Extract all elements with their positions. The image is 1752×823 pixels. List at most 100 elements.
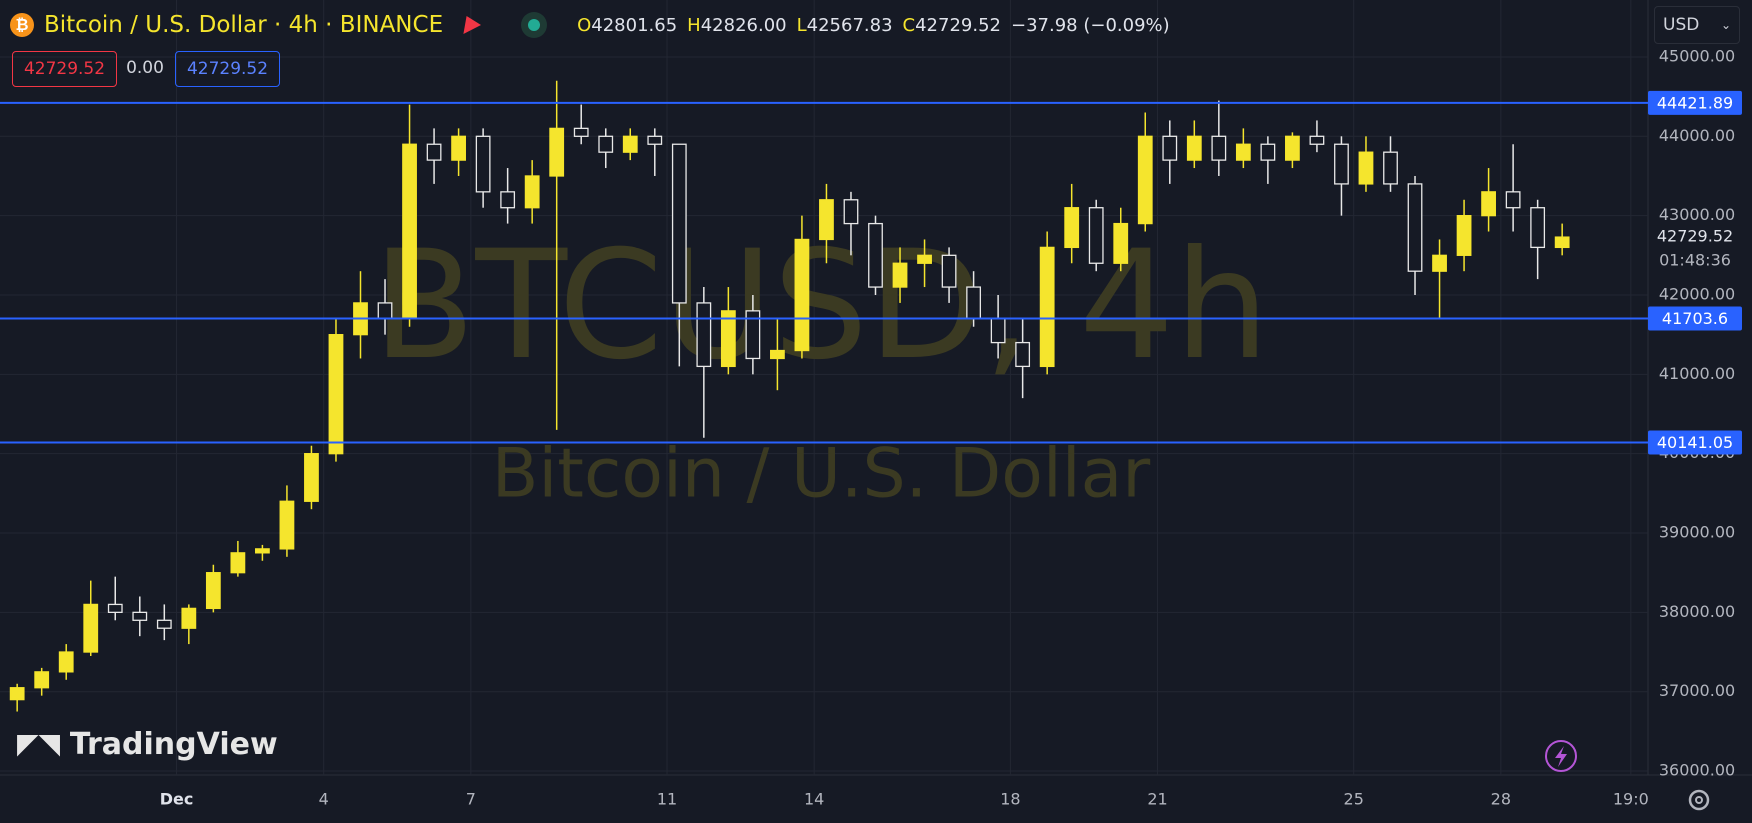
candle-body	[475, 135, 491, 193]
header: ₿ Bitcoin / U.S. Dollar · 4h · BINANCE O…	[10, 10, 1170, 40]
x-tick-label: 19:0	[1613, 790, 1649, 809]
candle-body	[9, 687, 25, 701]
candle-body	[1088, 207, 1104, 264]
logo-text: TradingView	[70, 727, 278, 762]
candle-body	[1334, 143, 1349, 185]
candle-body	[1186, 135, 1202, 161]
candle-body	[1456, 214, 1472, 256]
candle-body	[1407, 183, 1423, 272]
candle-body	[34, 671, 50, 689]
dropdown-arrow: ⌄	[1720, 18, 1731, 32]
candle-body	[377, 302, 393, 320]
settings-icon	[1695, 796, 1703, 804]
grid	[0, 0, 1648, 775]
candle-body	[451, 135, 466, 161]
candle-body	[1285, 135, 1300, 161]
candle-body	[205, 572, 221, 610]
ohlc-value: 42567.83	[806, 14, 893, 36]
candle-body	[794, 238, 810, 352]
watermark: BTCUSD, 4h	[373, 219, 1270, 393]
y-tick-label: 41000.00	[1659, 364, 1735, 383]
candle-body	[819, 199, 834, 241]
candle-body	[941, 254, 957, 288]
candle-body	[107, 603, 123, 614]
candle-body	[156, 619, 172, 629]
candle-body	[917, 254, 932, 264]
y-tick-label: 42000.00	[1659, 284, 1735, 303]
x-tick-label: 4	[319, 790, 329, 809]
logo-mark: ◤◥	[17, 727, 70, 760]
y-tick-label: 39000.00	[1659, 523, 1735, 542]
symbol-title[interactable]: Bitcoin / U.S. Dollar · 4h · BINANCE	[44, 12, 444, 38]
ohlc-value: 42729.52	[915, 14, 1001, 36]
candle-body	[1015, 341, 1031, 368]
candle-body	[720, 310, 736, 368]
candle-body	[745, 310, 761, 360]
candle-body	[426, 143, 442, 161]
candle-body	[1235, 143, 1251, 161]
candle-body	[647, 135, 663, 145]
coin-icon: ₿	[10, 13, 34, 37]
last-price: 42729.52	[1657, 227, 1733, 246]
x-tick-label: 28	[1491, 790, 1511, 809]
candle-body	[1481, 191, 1496, 217]
candle-body	[868, 222, 883, 288]
lightning-button[interactable]	[1545, 740, 1577, 772]
ohlc-legend: O42801.65 H42826.00 L42567.83 C42729.52	[577, 15, 1001, 36]
y-tick-label: 38000.00	[1659, 602, 1735, 621]
candle-body	[1554, 236, 1570, 249]
buy-button[interactable]: 42729.52	[175, 51, 280, 87]
y-tick-label: 36000.00	[1659, 761, 1735, 780]
candle-body	[1039, 246, 1055, 368]
candle-body	[328, 334, 344, 455]
market-status[interactable]	[521, 12, 548, 38]
candle-body	[770, 349, 785, 360]
candle-body	[524, 175, 540, 209]
ohlc-item: C42729.52	[903, 15, 1001, 36]
currency: USD	[1663, 15, 1700, 35]
candle-body	[1162, 135, 1178, 161]
level-label: 40141.05	[1657, 433, 1733, 452]
status-dot	[528, 19, 541, 31]
candle-body	[622, 135, 638, 153]
ohlc-label: L	[796, 14, 807, 36]
sell-button[interactable]: 42729.52	[12, 51, 117, 87]
candle-body	[1358, 151, 1374, 185]
candle-body	[279, 500, 295, 550]
y-tick-label: 45000.00	[1659, 46, 1735, 65]
candle-body	[598, 135, 614, 153]
countdown: 01:48:36	[1659, 251, 1731, 270]
ohlc-value: 42801.65	[591, 14, 678, 36]
candle-body	[181, 607, 197, 629]
candle-body	[1309, 135, 1325, 145]
ohlc-label: H	[687, 14, 701, 36]
last-price-bg	[1650, 225, 1742, 274]
candle-body	[1505, 191, 1521, 209]
ohlc-item: L42567.83	[797, 15, 893, 36]
y-tick-label: 37000.00	[1659, 681, 1735, 700]
settings-button[interactable]	[1688, 789, 1710, 811]
watermark-subtitle: Bitcoin / U.S. Dollar	[492, 435, 1151, 514]
candle-body	[696, 302, 712, 368]
flag-icon[interactable]	[463, 16, 483, 34]
ohlc-item: H42826.00	[687, 15, 786, 36]
candle-body	[1383, 151, 1398, 185]
candle-body	[1113, 222, 1129, 264]
lightning-icon	[1555, 746, 1567, 767]
candle-body	[132, 611, 148, 621]
currency-select[interactable]: USD ⌄	[1654, 6, 1740, 44]
candle-body	[1432, 254, 1447, 272]
x-tick-label: 14	[804, 790, 824, 809]
y-tick-label: 43000.00	[1659, 205, 1735, 224]
candle-body	[500, 191, 516, 209]
x-tick-label: Dec	[160, 790, 194, 809]
candle-body	[549, 127, 565, 177]
candle-body	[230, 552, 246, 574]
candle-body	[58, 651, 74, 673]
candle-body	[843, 199, 859, 225]
candle-body	[255, 548, 270, 554]
spread: 0.00	[126, 58, 164, 78]
ohlc-value: 42826.00	[700, 14, 787, 36]
candle-body	[892, 262, 908, 288]
